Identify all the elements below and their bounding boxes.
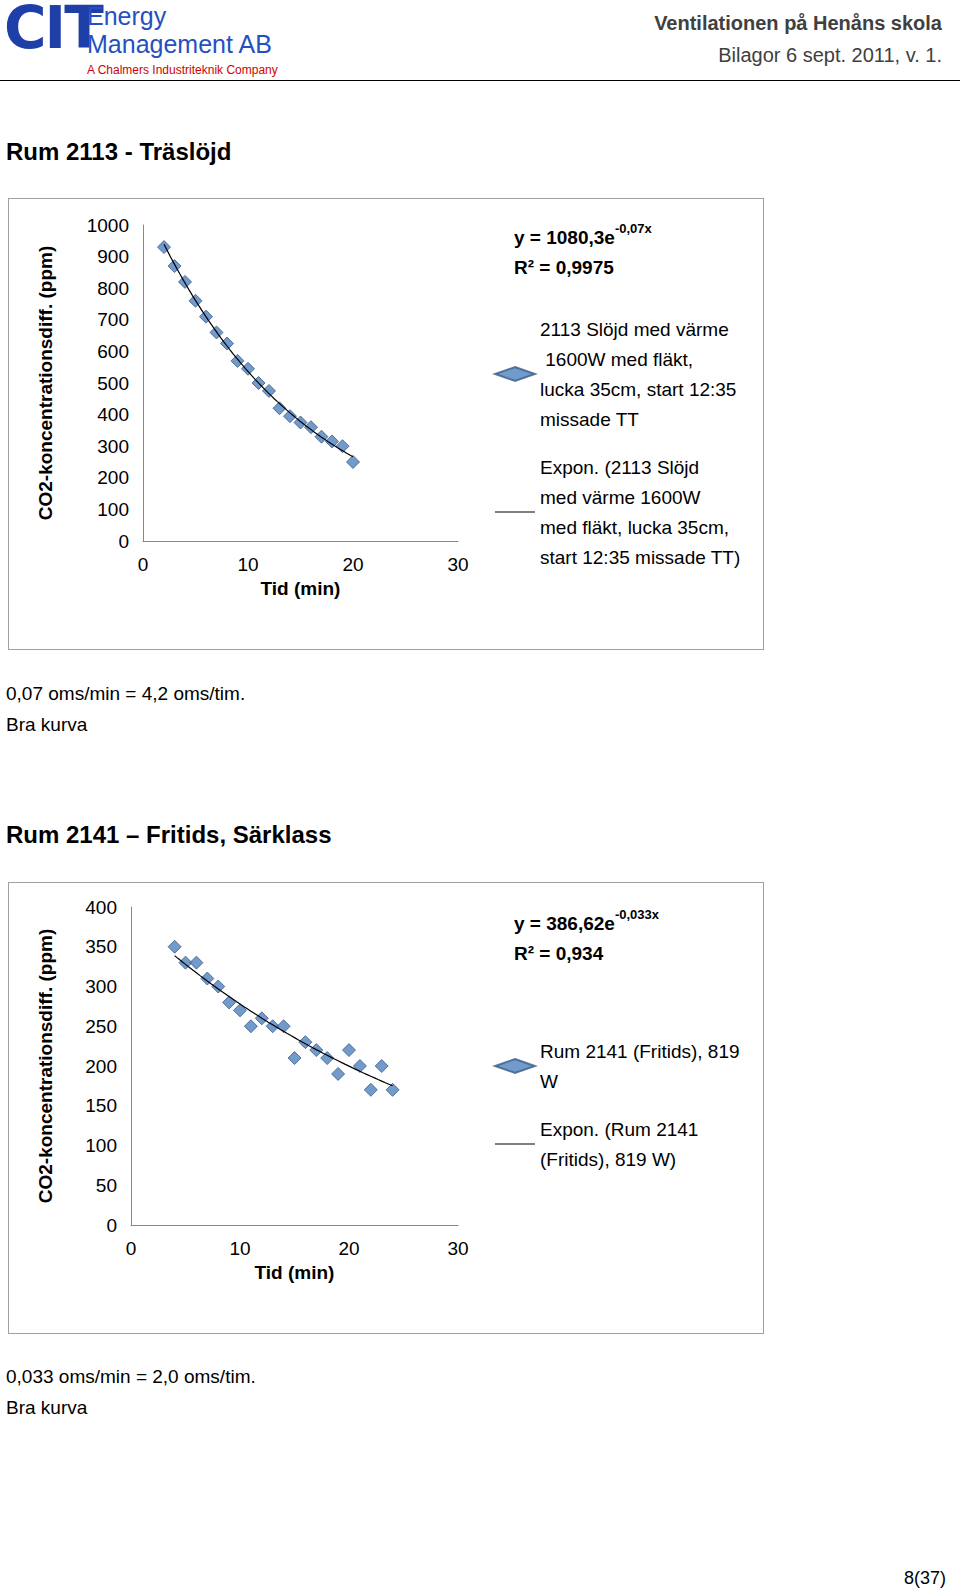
svg-text:100: 100 [85, 1135, 117, 1156]
svg-text:150: 150 [85, 1095, 117, 1116]
svg-text:600: 600 [97, 341, 129, 362]
html-text:A Chalmers Industriteknik Comp: A Chalmers Industriteknik Company [87, 63, 278, 77]
svg-text:200: 200 [85, 1056, 117, 1077]
svg-text:med värme 1600W: med värme 1600W [540, 487, 706, 508]
html-text:0,033 oms/min = 2,0 oms/tim.: 0,033 oms/min = 2,0 oms/tim. [6, 1366, 256, 1387]
html-text:Rum 2113 - Träslöjd: Rum 2113 - Träslöjd [6, 138, 232, 165]
svg-text:50: 50 [96, 1175, 117, 1196]
svg-text:700: 700 [97, 309, 129, 330]
svg-text:0: 0 [126, 1238, 137, 1259]
svg-text:30: 30 [447, 1238, 468, 1259]
svg-text:y = 386,62e: y = 386,62e [514, 913, 615, 934]
svg-text:-0,033x: -0,033x [615, 907, 660, 922]
svg-text:0: 0 [138, 554, 149, 575]
svg-text:900: 900 [97, 246, 129, 267]
svg-text:Tid (min): Tid (min) [255, 1262, 335, 1283]
svg-text:100: 100 [97, 499, 129, 520]
html-text:Energy: Energy [87, 2, 167, 30]
svg-text:missade TT: missade TT [540, 409, 639, 430]
svg-text:Rum 2141 (Fritids), 819: Rum 2141 (Fritids), 819 [540, 1041, 745, 1062]
html-text:8(37): 8(37) [904, 1568, 946, 1588]
svg-text:800: 800 [97, 278, 129, 299]
svg-text:Expon. (2113 Slöjd: Expon. (2113 Slöjd [540, 457, 704, 478]
svg-text:2113 Slöjd med värme: 2113 Slöjd med värme [540, 319, 729, 340]
svg-text:300: 300 [85, 976, 117, 997]
svg-text:0: 0 [118, 531, 129, 552]
svg-text:start 12:35 missade TT): start 12:35 missade TT) [540, 547, 740, 568]
html-text:0,07 oms/min = 4,2 oms/tim.: 0,07 oms/min = 4,2 oms/tim. [6, 683, 246, 704]
svg-text:y = 1080,3e: y = 1080,3e [514, 227, 615, 248]
svg-text:200: 200 [97, 467, 129, 488]
svg-text:R² = 0,934: R² = 0,934 [514, 943, 604, 964]
svg-text:300: 300 [97, 436, 129, 457]
svg-text:250: 250 [85, 1016, 117, 1037]
svg-text:30: 30 [447, 554, 468, 575]
html-text:Bra kurva: Bra kurva [6, 1397, 88, 1418]
svg-text:CO2-koncentrationsdiff. (ppm): CO2-koncentrationsdiff. (ppm) [35, 246, 56, 520]
html-text:Ventilationen på Henåns skola: Ventilationen på Henåns skola [654, 12, 942, 34]
html-text:Bra kurva: Bra kurva [6, 714, 88, 735]
svg-text:med fläkt, lucka 35cm,: med fläkt, lucka 35cm, [540, 517, 734, 538]
svg-text:W: W [540, 1071, 558, 1092]
svg-text:lucka 35cm, start 12:35: lucka 35cm, start 12:35 [540, 379, 742, 400]
svg-text:Expon. (Rum 2141: Expon. (Rum 2141 [540, 1119, 704, 1140]
svg-text:-0,07x: -0,07x [615, 221, 653, 236]
svg-text:0: 0 [106, 1215, 117, 1236]
html-text:Management AB: Management AB [87, 30, 272, 58]
svg-text:R² = 0,9975: R² = 0,9975 [514, 257, 614, 278]
svg-text:400: 400 [97, 404, 129, 425]
svg-text:CO2-koncentrationsdiff. (ppm): CO2-koncentrationsdiff. (ppm) [35, 929, 56, 1203]
svg-text:Tid (min): Tid (min) [261, 578, 341, 599]
html-text:Rum 2141 – Fritids, Särklass: Rum 2141 – Fritids, Särklass [6, 821, 332, 848]
svg-text:20: 20 [338, 1238, 359, 1259]
svg-text:10: 10 [237, 554, 258, 575]
svg-text:1600W med fläkt,: 1600W med fläkt, [540, 349, 698, 370]
svg-text:350: 350 [85, 936, 117, 957]
svg-text:(Fritids), 819 W): (Fritids), 819 W) [540, 1149, 676, 1170]
html-text:Bilagor 6 sept. 2011, v. 1.: Bilagor 6 sept. 2011, v. 1. [718, 44, 942, 66]
svg-text:1000: 1000 [87, 215, 129, 236]
svg-text:20: 20 [342, 554, 363, 575]
svg-text:400: 400 [85, 897, 117, 918]
svg-text:500: 500 [97, 373, 129, 394]
svg-text:10: 10 [229, 1238, 250, 1259]
